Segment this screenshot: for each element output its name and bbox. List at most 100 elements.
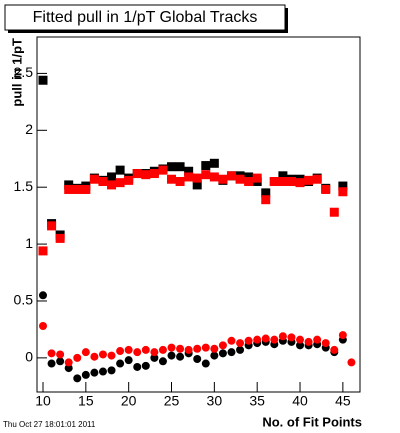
square-marker — [209, 158, 219, 168]
circle-marker — [210, 344, 219, 353]
circle-marker — [338, 331, 347, 340]
square-marker — [132, 169, 142, 179]
x-tick-label: 35 — [249, 393, 265, 409]
circle-marker — [296, 341, 305, 350]
square-marker — [184, 172, 194, 182]
circle-marker — [278, 332, 287, 341]
square-marker — [261, 188, 271, 198]
circle-marker — [38, 291, 47, 300]
square-marker — [72, 184, 82, 194]
square-marker — [312, 174, 322, 184]
x-tick-label: 30 — [207, 393, 223, 409]
square-marker — [55, 233, 65, 243]
square-marker — [278, 171, 288, 181]
square-marker — [115, 178, 125, 188]
square-marker — [338, 181, 348, 191]
square-marker — [158, 165, 168, 175]
square-marker — [81, 184, 91, 194]
circle-marker — [270, 335, 279, 344]
circle-marker — [124, 356, 133, 365]
circle-marker — [116, 359, 125, 368]
title-shadow — [285, 8, 288, 33]
circle-marker — [81, 370, 90, 379]
square-marker — [175, 177, 185, 187]
x-tick-label: 20 — [121, 393, 137, 409]
square-marker — [98, 177, 108, 187]
square-marker — [107, 180, 117, 190]
circle-marker — [193, 344, 202, 353]
square-marker — [304, 175, 314, 185]
circle-marker — [116, 347, 125, 356]
circle-marker — [304, 337, 313, 346]
circle-marker — [313, 335, 322, 344]
circle-marker — [64, 358, 73, 367]
square-marker — [184, 166, 194, 176]
circle-marker — [347, 358, 356, 367]
circle-marker — [167, 351, 176, 360]
circle-marker — [287, 333, 296, 342]
square-marker — [175, 162, 185, 172]
x-tick-label: 40 — [292, 393, 308, 409]
title-shadow — [8, 30, 288, 33]
square-marker — [278, 177, 288, 187]
square-marker — [38, 246, 48, 256]
timestamp: Thu Oct 27 18:01:01 2011 — [3, 420, 96, 429]
circle-marker — [73, 374, 82, 383]
square-marker — [89, 174, 99, 184]
square-marker — [269, 177, 279, 187]
circle-marker — [98, 350, 107, 359]
circle-marker — [56, 350, 65, 359]
square-marker — [252, 173, 262, 183]
circle-marker — [38, 322, 47, 331]
circle-marker — [167, 343, 176, 352]
square-marker — [261, 195, 271, 205]
square-marker — [201, 161, 211, 171]
circle-marker — [64, 364, 73, 373]
circle-marker — [330, 345, 339, 354]
circle-marker — [133, 348, 142, 357]
square-marker — [167, 162, 177, 172]
circle-marker — [236, 345, 245, 354]
y-tick-label: 1 — [25, 235, 33, 251]
y-tick-label: 0.5 — [14, 292, 34, 308]
circle-marker — [90, 352, 99, 361]
chart-title: Fitted pull in 1/pT Global Tracks — [33, 9, 258, 26]
x-tick-label: 25 — [164, 393, 180, 409]
circle-marker — [47, 359, 56, 368]
circle-marker — [141, 361, 150, 370]
circle-marker — [244, 336, 253, 345]
circle-marker — [218, 349, 227, 358]
circle-marker — [321, 339, 330, 348]
x-tick-label: 10 — [35, 393, 51, 409]
circle-marker — [124, 345, 133, 354]
x-tick-label: 45 — [335, 393, 351, 409]
circle-marker — [47, 349, 56, 358]
circle-marker — [253, 335, 262, 344]
square-marker — [209, 172, 219, 182]
square-marker — [38, 75, 48, 85]
square-marker — [226, 171, 236, 181]
y-tick-label: 0 — [25, 349, 33, 365]
circle-marker — [107, 351, 116, 360]
circle-marker — [218, 341, 227, 350]
square-marker — [244, 177, 254, 187]
x-axis-title: No. of Fit Points — [262, 414, 362, 429]
square-marker — [141, 170, 151, 180]
square-marker — [167, 174, 177, 184]
title-box — [4, 4, 286, 31]
circle-marker — [150, 353, 159, 362]
square-marker — [329, 207, 339, 217]
circle-marker — [227, 348, 236, 357]
square-marker — [64, 184, 74, 194]
circle-marker — [176, 352, 185, 361]
square-marker — [47, 221, 57, 231]
circle-marker — [150, 348, 159, 357]
y-tick-label: 2.5 — [14, 64, 34, 80]
square-marker — [235, 174, 245, 184]
circle-marker — [133, 362, 142, 371]
square-marker — [295, 178, 305, 188]
square-marker — [115, 165, 125, 175]
circle-marker — [98, 367, 107, 376]
y-axis-title: pull in 1/pT — [9, 38, 24, 107]
